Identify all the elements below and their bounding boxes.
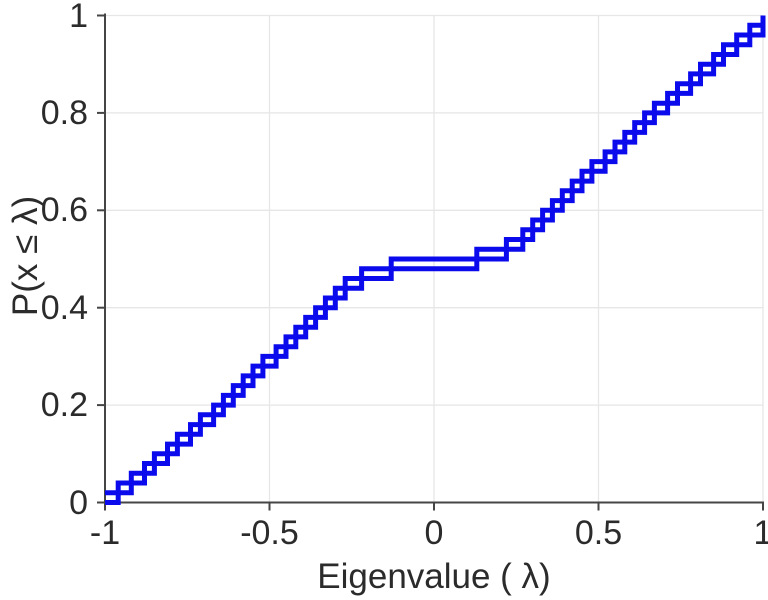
y-tick-label: 1 <box>69 0 88 35</box>
x-tick-label: 1 <box>753 514 768 552</box>
y-tick-label: 0.2 <box>40 386 88 425</box>
x-tick-label: -1 <box>89 514 121 552</box>
y-tick-label: 0 <box>69 483 88 522</box>
cdf-upper-step-line <box>105 15 766 496</box>
y-axis-label: P(x ≤ λ) <box>6 195 45 317</box>
y-tick-label: 0.8 <box>40 93 88 132</box>
axes <box>97 13 764 511</box>
x-tick-label: -0.5 <box>240 514 299 552</box>
x-tick-label: 0.5 <box>574 514 623 552</box>
cdf-staircase-curve <box>105 15 766 505</box>
x-axis-label: Eigenvalue ( λ) <box>317 557 551 596</box>
y-tick-label: 0.6 <box>40 191 88 230</box>
x-tick-label: 0 <box>424 514 444 552</box>
y-tick-label: 0.4 <box>40 288 88 327</box>
cdf-lower-step-line <box>105 25 766 505</box>
